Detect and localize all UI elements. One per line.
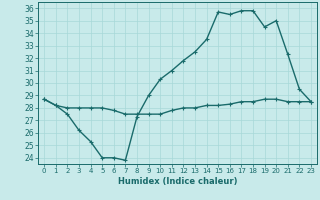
X-axis label: Humidex (Indice chaleur): Humidex (Indice chaleur) <box>118 177 237 186</box>
